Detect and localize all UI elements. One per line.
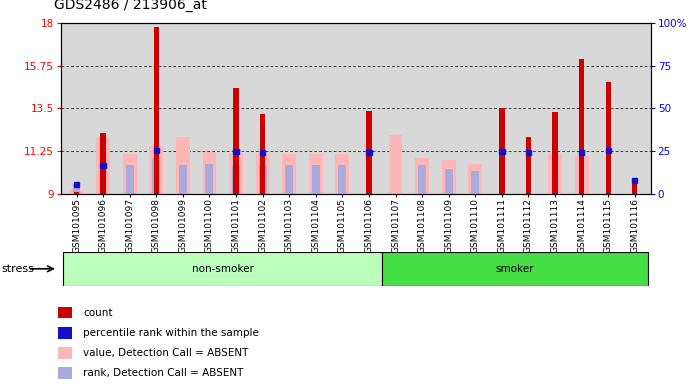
Bar (176, 137, 190, 194)
Bar (58, 327, 72, 339)
Bar (74, 192, 79, 194)
Bar (205, 164, 214, 194)
Bar (154, 27, 159, 194)
Bar (416, 158, 429, 194)
Bar (259, 166, 267, 194)
Bar (100, 163, 106, 168)
Text: value, Detection Call = ABSENT: value, Detection Call = ABSENT (83, 348, 248, 358)
Bar (548, 154, 562, 194)
Bar (152, 158, 160, 194)
Bar (126, 166, 134, 194)
Bar (260, 114, 265, 194)
Text: smoker: smoker (496, 264, 535, 274)
Bar (233, 88, 239, 194)
Bar (96, 137, 110, 194)
Bar (388, 135, 402, 194)
Bar (499, 149, 505, 154)
Bar (499, 109, 505, 194)
Text: non-smoker: non-smoker (192, 264, 253, 274)
Bar (525, 137, 531, 194)
Bar (579, 59, 585, 194)
Bar (553, 112, 557, 194)
Bar (471, 171, 480, 194)
Bar (260, 150, 265, 155)
Bar (468, 164, 482, 194)
Bar (445, 169, 452, 194)
Bar (179, 166, 187, 194)
Bar (606, 82, 611, 194)
Bar (203, 152, 216, 194)
Bar (366, 150, 372, 155)
Bar (232, 166, 240, 194)
Bar (233, 149, 239, 154)
Bar (63, 252, 382, 286)
Bar (525, 150, 531, 155)
Bar (442, 160, 456, 194)
Bar (575, 156, 589, 194)
Bar (338, 166, 347, 194)
Bar (335, 154, 349, 194)
Bar (283, 154, 296, 194)
Bar (150, 146, 163, 194)
Bar (418, 166, 426, 194)
Bar (58, 367, 72, 379)
Bar (606, 148, 611, 153)
Bar (632, 179, 638, 194)
Bar (579, 150, 585, 155)
Bar (58, 347, 72, 359)
Text: stress: stress (1, 264, 34, 274)
Bar (154, 148, 159, 153)
Bar (285, 166, 293, 194)
Bar (255, 154, 269, 194)
Bar (122, 154, 136, 194)
Bar (72, 184, 81, 194)
Bar (632, 178, 638, 183)
Text: percentile rank within the sample: percentile rank within the sample (83, 328, 259, 338)
Bar (229, 153, 243, 194)
Text: count: count (83, 308, 113, 318)
Text: GDS2486 / 213906_at: GDS2486 / 213906_at (54, 0, 207, 12)
Bar (309, 154, 323, 194)
Bar (74, 182, 79, 187)
Bar (366, 111, 372, 194)
Bar (100, 133, 106, 194)
Bar (58, 307, 72, 318)
Text: rank, Detection Call = ABSENT: rank, Detection Call = ABSENT (83, 368, 244, 378)
Bar (382, 252, 648, 286)
Bar (70, 190, 84, 194)
Bar (312, 166, 319, 194)
